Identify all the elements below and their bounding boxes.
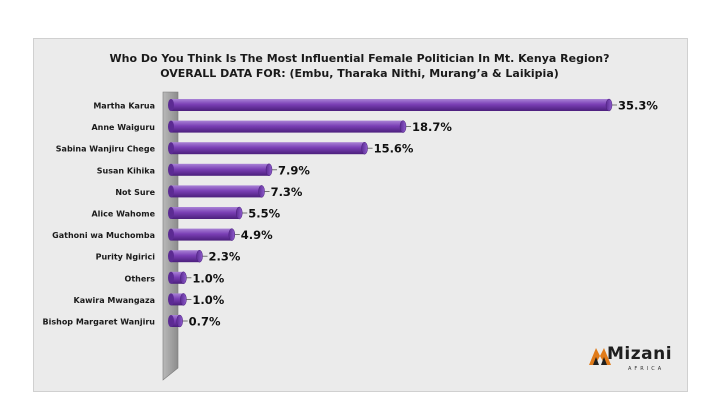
bar [171,315,180,327]
bar-end-cap [265,163,273,177]
category-label: Martha Karua [93,102,155,111]
category-label: Susan Kihika [97,166,155,175]
bar-start-cap [168,142,174,155]
bar [171,228,232,241]
category-label: Gathoni wa Muchomba [52,231,155,240]
category-label: Alice Wahome [91,210,155,219]
bar [171,250,200,263]
bar-end-cap [180,293,187,306]
logo-word: Mizani [607,344,673,364]
data-label: 7.3% [271,185,303,199]
bar [171,185,262,198]
bar-end-cap [235,206,243,220]
bar [171,207,240,219]
bar-end-cap [228,228,236,241]
bar-start-cap [168,315,174,327]
bar-start-cap [168,293,174,306]
bar [171,120,404,133]
data-label: 18.7% [412,120,452,134]
chart-subtitle: OVERALL DATA FOR: (Embu, Tharaka Nithi, … [160,67,559,80]
bar-end-cap [196,249,203,263]
data-label: 35.3% [618,99,658,113]
logo-subtext: AFRICA [628,366,665,372]
logo-mark-icon [589,348,611,365]
data-label: 7.9% [278,163,310,177]
chart-title-block: Who Do You Think Is The Most Influential… [33,51,686,81]
category-label: Purity Ngirici [96,253,156,262]
data-label: 2.3% [209,250,241,264]
category-label: Sabina Wanjiru Chege [56,145,156,154]
bar-start-cap [168,271,174,284]
bar-end-cap [399,120,407,133]
chart-title: Who Do You Think Is The Most Influential… [109,52,610,65]
data-label: 1.0% [192,271,224,285]
data-label: 0.7% [189,315,221,329]
bar-start-cap [168,250,174,263]
bar-end-cap [180,271,187,285]
bar [171,163,270,176]
data-label: 1.0% [192,293,224,307]
mizani-logo: Mizani AFRICA [588,343,678,377]
bar [171,142,365,155]
data-label: 5.5% [248,207,280,221]
bar-end-cap [258,185,265,198]
bar-start-cap [168,185,174,198]
chart-panel [33,38,688,392]
category-label: Kawira Mwangaza [74,296,155,305]
category-label: Others [125,274,156,283]
bar-end-cap [605,98,613,112]
bar-start-cap [168,163,174,176]
data-label: 15.6% [374,142,414,156]
category-label: Anne Waiguru [91,123,155,132]
category-label: Not Sure [115,188,155,197]
bar-start-cap [168,207,174,219]
category-label: Bishop Margaret Wanjiru [43,318,156,327]
bar-start-cap [168,99,174,111]
bar [171,293,184,306]
bar-start-cap [168,228,174,241]
bar [171,271,184,284]
bar-start-cap [168,120,174,133]
bar [171,99,609,111]
data-label: 4.9% [241,228,273,242]
bar-end-cap [361,141,368,155]
bar-end-cap [176,314,183,328]
